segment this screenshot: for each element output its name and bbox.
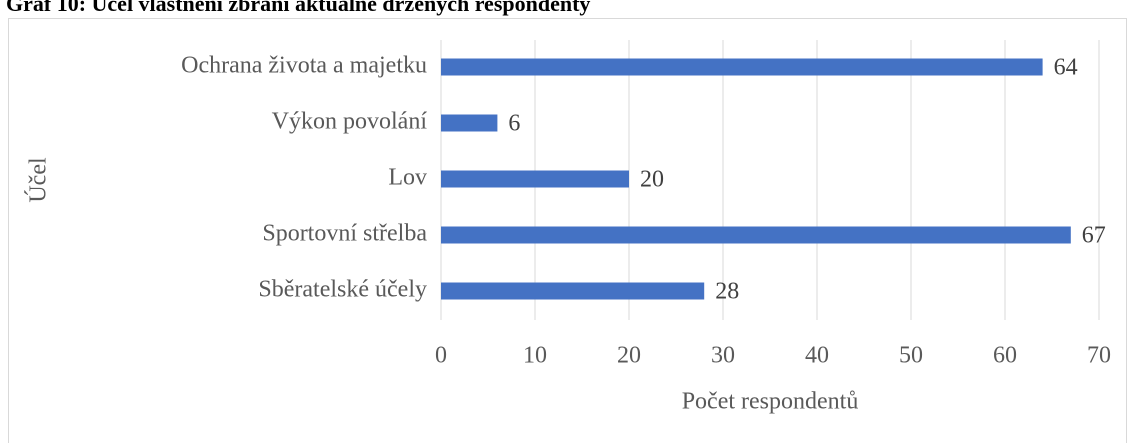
x-tick-label: 0: [435, 343, 447, 369]
data-label: 28: [715, 279, 739, 305]
x-tick-label: 20: [617, 343, 641, 369]
data-label: 6: [508, 111, 520, 137]
data-label: 67: [1082, 223, 1106, 249]
x-tick-label: 70: [1087, 343, 1111, 369]
y-tick-label: Lov: [388, 165, 427, 191]
bar: [441, 226, 1071, 244]
bar: [441, 58, 1043, 76]
y-tick-label: Sběratelské účely: [258, 277, 427, 303]
x-tick-label: 40: [805, 343, 829, 369]
x-tick-label: 50: [899, 343, 923, 369]
x-tick-label: 30: [711, 343, 735, 369]
bar: [441, 282, 705, 300]
y-axis-label: Účel: [25, 157, 52, 203]
y-tick-label: Sportovní střelba: [262, 221, 427, 247]
x-tick-label: 60: [993, 343, 1017, 369]
bar: [441, 114, 498, 132]
y-tick-label: Ochrana života a majetku: [181, 53, 427, 79]
y-tick-label: Výkon povolání: [272, 109, 428, 135]
bar: [441, 170, 629, 188]
x-tick-label: 10: [523, 343, 547, 369]
x-axis-label: Počet respondentů: [682, 389, 859, 415]
data-label: 64: [1054, 55, 1078, 81]
chart-title: Graf 10: Účel vlastnění zbraní aktuálně …: [6, 0, 590, 16]
data-label: 20: [640, 167, 664, 193]
